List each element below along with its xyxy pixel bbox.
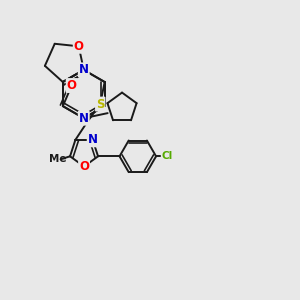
Text: N: N bbox=[79, 112, 89, 125]
Text: S: S bbox=[96, 98, 104, 111]
Text: O: O bbox=[67, 79, 77, 92]
Text: Cl: Cl bbox=[162, 151, 173, 161]
Text: O: O bbox=[74, 40, 84, 53]
Text: N: N bbox=[79, 63, 89, 76]
Text: O: O bbox=[79, 160, 89, 173]
Text: N: N bbox=[88, 134, 98, 146]
Text: Me: Me bbox=[49, 154, 66, 164]
